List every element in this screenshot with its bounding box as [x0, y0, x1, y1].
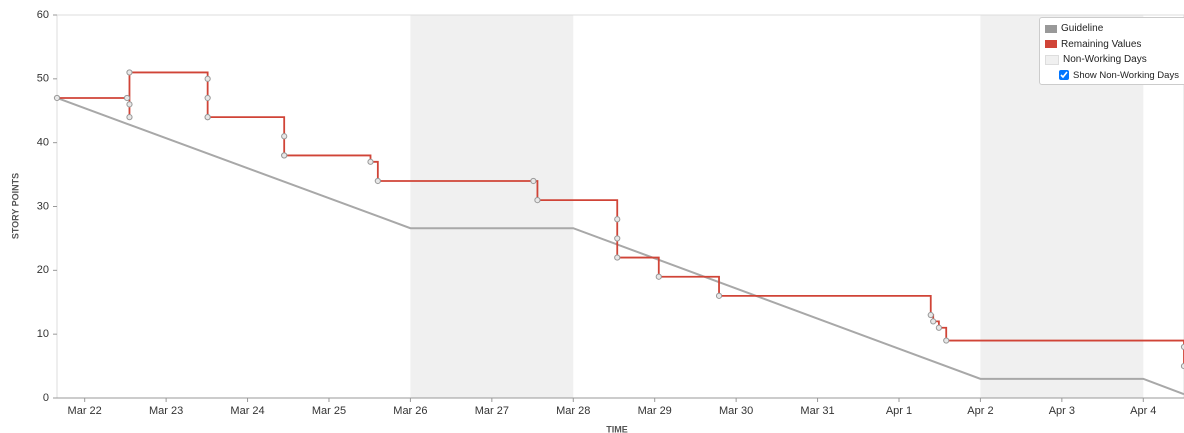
y-tick-label: 0: [43, 392, 49, 404]
x-tick-label: Mar 22: [68, 405, 102, 417]
data-point: [367, 158, 374, 165]
legend-item: Non-Working Days: [1045, 52, 1184, 68]
x-tick-label: Mar 26: [393, 405, 427, 417]
checkbox[interactable]: [1059, 70, 1069, 80]
data-point: [123, 94, 131, 102]
x-tick-label: Apr 2: [967, 405, 993, 417]
x-tick-label: Mar 31: [800, 405, 834, 417]
data-point: [1180, 343, 1184, 351]
x-tick-label: Mar 29: [638, 405, 672, 417]
data-point: [614, 254, 621, 261]
show-non-working-toggle: Show Non-Working Days: [1059, 68, 1184, 83]
data-point: [930, 318, 937, 325]
data-point: [126, 101, 133, 108]
data-point: [281, 133, 288, 140]
legend-item: Remaining Values: [1045, 37, 1184, 53]
guideline: [56, 97, 1184, 396]
y-tick-label: 10: [37, 328, 49, 340]
data-point: [927, 311, 934, 319]
y-tick-label: 40: [37, 137, 49, 149]
data-point: [281, 152, 288, 159]
y-tick-label: 20: [37, 264, 49, 276]
data-point: [1180, 362, 1184, 370]
data-point: [126, 114, 133, 121]
legend-label: Remaining Values: [1061, 38, 1142, 50]
legend-label: Non-Working Days: [1063, 54, 1147, 66]
checkbox-label: Show Non-Working Days: [1073, 69, 1179, 81]
y-tick-label: 60: [37, 9, 49, 21]
data-point: [534, 197, 541, 204]
x-tick-label: Mar 25: [312, 405, 346, 417]
legend-swatch: [1045, 54, 1059, 65]
data-point: [204, 114, 211, 121]
legend: Guideline Remaining Values Non-Working Day…: [1039, 17, 1184, 85]
legend-swatch: [1045, 24, 1057, 33]
data-point: [53, 94, 61, 102]
legend-label: Guideline: [1061, 23, 1104, 35]
x-tick-label: Apr 3: [1049, 405, 1075, 417]
data-point: [614, 235, 621, 242]
y-tick-label: 50: [37, 73, 49, 85]
data-point: [614, 216, 621, 223]
legend-item: Guideline: [1045, 21, 1184, 37]
data-point: [374, 177, 381, 185]
data-point: [204, 94, 211, 102]
x-tick-label: Mar 28: [556, 405, 590, 417]
data-point: [530, 177, 537, 185]
legend-swatch: [1045, 40, 1057, 49]
y-tick-label: 30: [37, 200, 49, 212]
x-tick-label: Apr 4: [1130, 405, 1156, 417]
data-point: [655, 273, 662, 280]
x-axis-label: TIME: [606, 424, 628, 433]
data-point: [204, 75, 211, 82]
data-point: [126, 69, 133, 76]
data-point: [943, 337, 950, 344]
x-tick-label: Apr 1: [886, 405, 912, 417]
y-axis-label: STORY POINTS: [10, 173, 20, 239]
x-tick-label: Mar 24: [230, 405, 264, 417]
data-point: [935, 324, 942, 331]
non-working-band: [410, 15, 574, 398]
x-tick-label: Mar 27: [475, 405, 509, 417]
data-point: [715, 292, 723, 299]
x-tick-label: Mar 23: [149, 405, 183, 417]
x-tick-label: Mar 30: [719, 405, 753, 417]
